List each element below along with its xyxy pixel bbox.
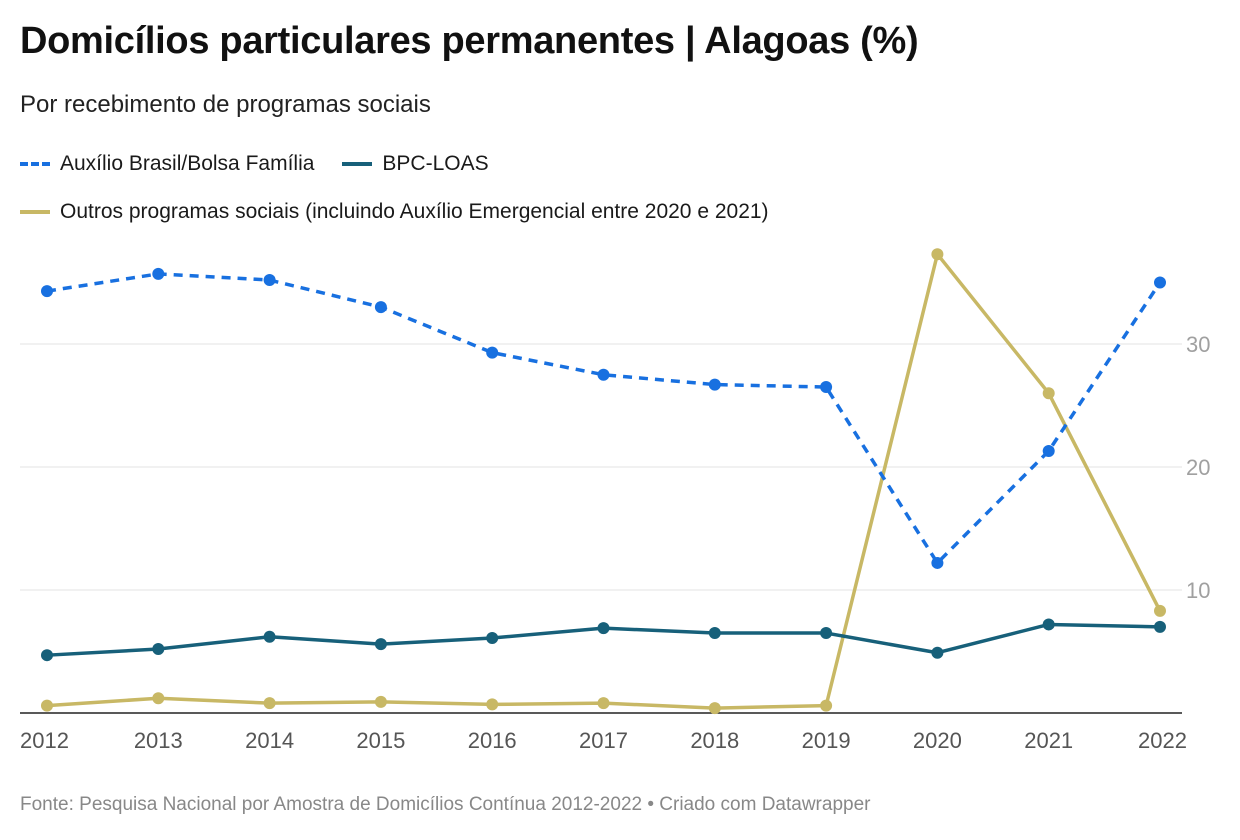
point-series-1-2020 <box>931 646 944 659</box>
point-series-0-2017 <box>597 368 610 381</box>
x-tick-label-2019: 2019 <box>802 728 851 753</box>
point-series-0-2015 <box>374 301 387 314</box>
x-tick-label-2022: 2022 <box>1138 728 1187 753</box>
legend-item-outros: Outros programas sociais (incluindo Auxí… <box>20 200 769 224</box>
chart-subtitle: Por recebimento de programas sociais <box>20 91 431 118</box>
x-tick-label-2015: 2015 <box>356 728 405 753</box>
y-tick-label-20: 20 <box>1186 455 1210 480</box>
legend-swatch-auxilio <box>20 162 50 166</box>
x-tick-label-2021: 2021 <box>1024 728 1073 753</box>
point-series-2-2022 <box>1154 604 1166 617</box>
legend-swatch-outros <box>20 210 50 214</box>
x-tick-label-2017: 2017 <box>579 728 628 753</box>
point-series-2-2012 <box>41 699 53 712</box>
point-series-1-2015 <box>374 638 387 651</box>
point-series-0-2013 <box>152 267 165 280</box>
point-series-2-2020 <box>931 248 944 261</box>
point-series-2-2016 <box>486 698 499 711</box>
x-tick-label-2020: 2020 <box>913 728 962 753</box>
point-series-0-2021 <box>1042 445 1055 458</box>
point-series-0-2022 <box>1154 276 1166 289</box>
y-tick-label-30: 30 <box>1186 332 1210 357</box>
point-series-2-2018 <box>708 702 721 715</box>
point-series-0-2014 <box>263 274 276 287</box>
legend-label-auxilio: Auxílio Brasil/Bolsa Família <box>60 152 315 175</box>
point-series-1-2012 <box>41 649 53 662</box>
point-series-1-2013 <box>152 643 165 656</box>
point-series-1-2018 <box>708 627 721 640</box>
x-tick-label-2013: 2013 <box>134 728 183 753</box>
x-tick-label-2012: 2012 <box>20 728 69 753</box>
y-tick-label-10: 10 <box>1186 578 1210 603</box>
point-series-1-2021 <box>1042 618 1055 631</box>
source-footer: Fonte: Pesquisa Nacional por Amostra de … <box>20 794 871 815</box>
point-series-0-2016 <box>486 346 499 359</box>
point-series-0-2018 <box>708 378 721 391</box>
point-series-2-2013 <box>152 692 165 705</box>
point-series-2-2015 <box>374 695 387 708</box>
legend-label-bpc: BPC-LOAS <box>382 152 489 175</box>
point-series-2-2017 <box>597 697 610 710</box>
point-series-1-2014 <box>263 630 276 643</box>
point-series-2-2019 <box>820 699 833 712</box>
point-series-0-2012 <box>41 285 53 298</box>
point-series-1-2019 <box>820 627 833 640</box>
point-series-1-2017 <box>597 622 610 635</box>
x-tick-label-2016: 2016 <box>468 728 517 753</box>
point-series-2-2021 <box>1042 387 1055 400</box>
legend-row-1: Auxílio Brasil/Bolsa Família BPC-LOAS <box>20 152 489 176</box>
point-series-0-2020 <box>931 556 944 569</box>
point-series-1-2016 <box>486 631 499 644</box>
point-series-2-2014 <box>263 697 276 710</box>
series-line-0 <box>46 272 1162 565</box>
legend-label-outros: Outros programas sociais (incluindo Auxí… <box>60 200 769 223</box>
x-tick-label-2018: 2018 <box>690 728 739 753</box>
legend-item-auxilio: Auxílio Brasil/Bolsa Família <box>20 152 314 176</box>
chart-title: Domicílios particulares permanentes | Al… <box>20 20 919 62</box>
legend-row-2: Outros programas sociais (incluindo Auxí… <box>20 200 769 224</box>
x-tick-label-2014: 2014 <box>245 728 294 753</box>
legend-item-bpc: BPC-LOAS <box>342 152 489 176</box>
legend-swatch-bpc <box>342 162 373 166</box>
point-series-1-2022 <box>1154 620 1166 633</box>
point-series-0-2019 <box>820 381 833 394</box>
